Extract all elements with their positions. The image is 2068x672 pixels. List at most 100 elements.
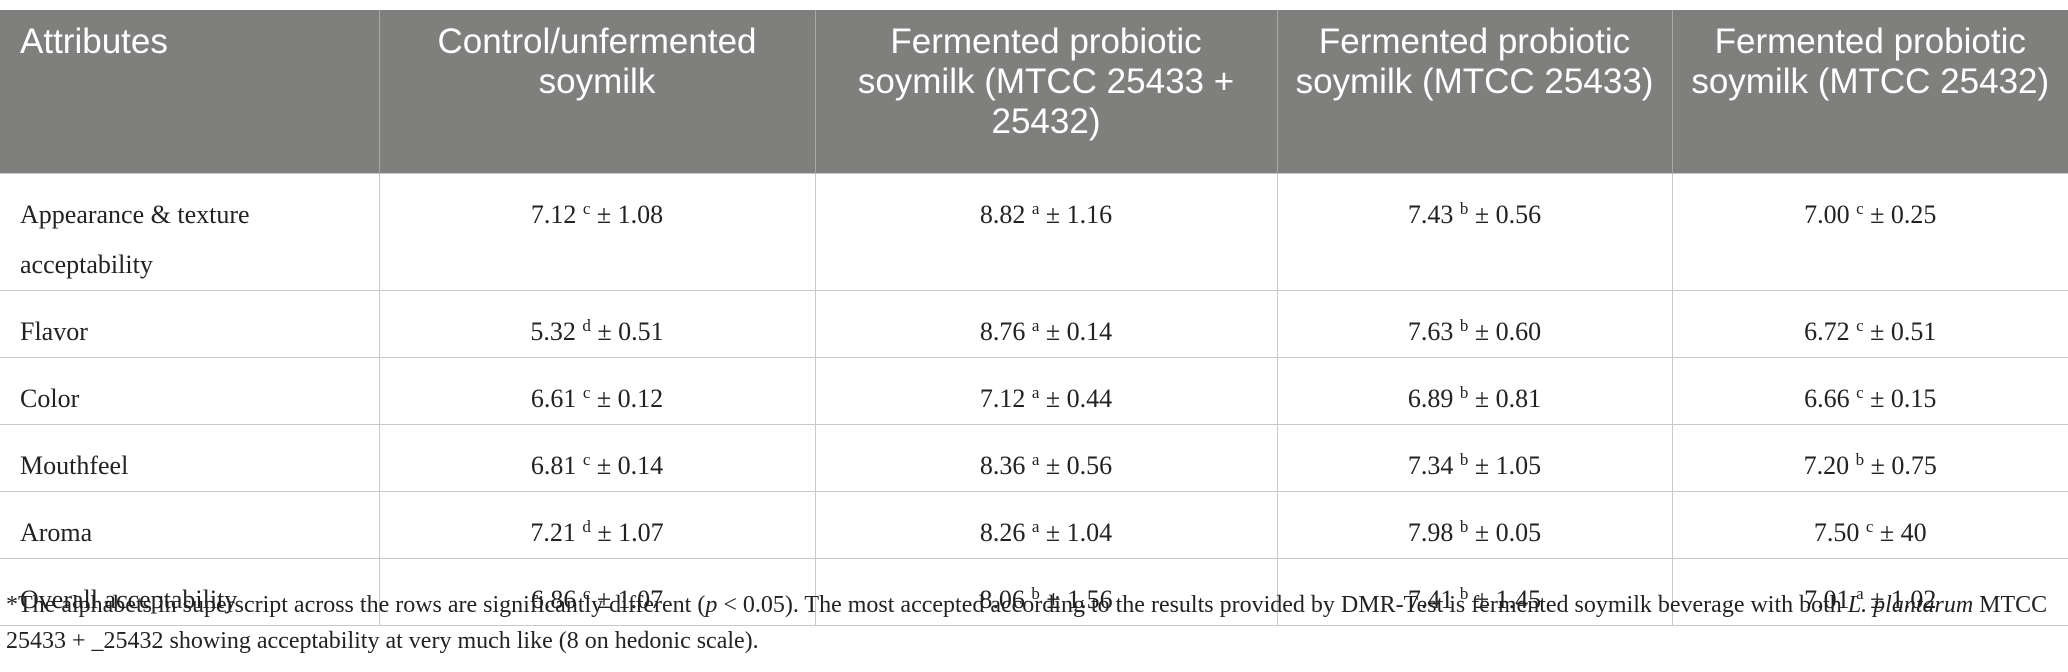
table-row: Appearance & texture acceptability 7.12 c… — [0, 173, 2068, 291]
significance-letter: a — [1031, 383, 1040, 402]
value-cell: 7.34 b ± 1.05 — [1276, 424, 1673, 492]
significance-letter: b — [1459, 316, 1469, 335]
std-dev: ± 1.45 — [1474, 585, 1542, 614]
mean: 6.89 — [1407, 384, 1454, 413]
std-dev: ± 0.12 — [596, 384, 664, 413]
footnote-text: MTCC 25433 + _25432 showing acceptabilit… — [6, 592, 2048, 654]
value-cell: 7.12 a ± 0.44 — [814, 357, 1278, 425]
std-dev: ± 0.60 — [1474, 317, 1542, 346]
value-cell: 6.81 c ± 0.14 — [378, 424, 816, 492]
mean: 8.76 — [979, 317, 1026, 346]
significance-letter: c — [1865, 517, 1874, 536]
value-cell: 6.61 c ± 0.12 — [378, 357, 816, 425]
mean: 7.98 — [1407, 518, 1454, 547]
std-dev: ± 1.56 — [1046, 585, 1113, 614]
value-cell: 5.32 d ± 0.51 — [378, 290, 816, 358]
table-row: Aroma 7.21 d ± 1.07 8.26 a ± 1.04 7.98 b ± … — [0, 491, 2068, 559]
significance-letter: a — [1856, 584, 1864, 603]
significance-letter: c — [582, 199, 591, 218]
footnote-italic: L. plantarum — [1847, 592, 1974, 618]
mean: 6.81 — [530, 451, 577, 480]
table: Attributes Control/unfermented soymilk Fer… — [0, 10, 2068, 626]
mean: 5.32 — [530, 317, 576, 346]
footnote-italic: p — [705, 592, 718, 618]
mean: 8.06 — [979, 585, 1025, 614]
significance-letter: c — [582, 450, 591, 469]
mean: 6.66 — [1804, 384, 1850, 413]
significance-letter: b — [1459, 383, 1469, 402]
table-row: Mouthfeel 6.81 c ± 0.14 8.36 a ± 0.56 7.34 … — [0, 424, 2068, 492]
mean: 7.50 — [1813, 518, 1860, 547]
attribute-cell: Mouthfeel — [0, 424, 380, 492]
std-dev: ± 0.25 — [1870, 200, 1937, 229]
std-dev: ± 40 — [1879, 518, 1927, 547]
table-row: Overall acceptability 6.86 c ± 1.07 8.06 b… — [0, 558, 2068, 626]
value-cell: 8.06 b ± 1.56 — [814, 558, 1278, 626]
mean: 6.72 — [1804, 317, 1850, 346]
mean: 8.26 — [979, 518, 1026, 547]
value-cell: 8.76 a ± 0.14 — [814, 290, 1278, 358]
mean: 7.41 — [1407, 585, 1454, 614]
std-dev: ± 1.07 — [596, 585, 664, 614]
std-dev: ± 0.44 — [1045, 384, 1113, 413]
attribute-cell: Aroma — [0, 491, 380, 559]
significance-letter: c — [582, 383, 591, 402]
value-cell: 7.12 c ± 1.08 — [378, 173, 816, 291]
value-cell: 8.36 a ± 0.56 — [814, 424, 1278, 492]
table-row: Flavor 5.32 d ± 0.51 8.76 a ± 0.14 7.63 b ±… — [0, 290, 2068, 358]
std-dev: ± 1.02 — [1870, 585, 1937, 614]
significance-letter: c — [1856, 199, 1864, 218]
attribute-cell: Color — [0, 357, 380, 425]
std-dev: ± 1.04 — [1045, 518, 1113, 547]
std-dev: ± 1.16 — [1045, 200, 1113, 229]
significance-letter: a — [1031, 316, 1040, 335]
value-cell: 6.66 c ± 0.15 — [1671, 357, 2068, 425]
significance-letter: c — [582, 584, 591, 603]
std-dev: ± 0.05 — [1474, 518, 1542, 547]
std-dev: ± 1.07 — [597, 518, 664, 547]
footnote-text: < 0.05). The most accepted according to … — [717, 592, 1848, 618]
mean: 7.20 — [1803, 451, 1850, 480]
attribute-cell: Overall acceptability — [0, 558, 380, 626]
std-dev: ± 0.14 — [1045, 317, 1113, 346]
value-cell: 7.21 d ± 1.07 — [378, 491, 816, 559]
std-dev: ± 0.56 — [1045, 451, 1113, 480]
header-cell: Fermented probiotic soymilk (MTCC 25433 … — [814, 10, 1277, 174]
value-cell: 7.20 b ± 0.75 — [1671, 424, 2068, 492]
mean: 7.34 — [1407, 451, 1454, 480]
mean: 8.36 — [979, 451, 1026, 480]
value-cell: 6.72 c ± 0.51 — [1671, 290, 2068, 358]
significance-letter: b — [1459, 450, 1469, 469]
std-dev: ± 0.75 — [1870, 451, 1937, 480]
significance-letter: a — [1031, 517, 1040, 536]
mean: 7.00 — [1804, 200, 1850, 229]
significance-letter: d — [582, 517, 591, 536]
table-body: Appearance & texture acceptability 7.12 c… — [0, 173, 2068, 626]
significance-letter: b — [1459, 517, 1469, 536]
mean: 8.82 — [979, 200, 1026, 229]
value-cell: 7.50 c ± 40 — [1671, 491, 2068, 559]
significance-letter: b — [1031, 584, 1040, 603]
value-cell: 6.89 b ± 0.81 — [1276, 357, 1673, 425]
mean: 6.86 — [530, 585, 577, 614]
significance-letter: c — [1856, 383, 1864, 402]
significance-letter: a — [1031, 450, 1040, 469]
significance-letter: d — [582, 316, 591, 335]
attribute-cell: Flavor — [0, 290, 380, 358]
mean: 7.63 — [1407, 317, 1454, 346]
value-cell: 7.01 a ± 1.02 — [1671, 558, 2068, 626]
value-cell: 6.86 c ± 1.07 — [378, 558, 816, 626]
value-cell: 7.00 c ± 0.25 — [1671, 173, 2068, 291]
value-cell: 8.82 a ± 1.16 — [814, 173, 1278, 291]
footnote-text: *The alphabets in superscript across the… — [6, 592, 706, 618]
table-row: Color 6.61 c ± 0.12 7.12 a ± 0.44 6.89 b ± … — [0, 357, 2068, 425]
std-dev: ± 0.81 — [1474, 384, 1542, 413]
mean: 7.12 — [530, 200, 577, 229]
significance-letter: c — [1856, 316, 1864, 335]
attribute-cell: Appearance & texture acceptability — [0, 173, 380, 291]
header-cell: Fermented probiotic soymilk (MTCC 25433) — [1276, 10, 1672, 174]
significance-letter: b — [1459, 199, 1469, 218]
header-cell: Attributes — [0, 10, 379, 174]
mean: 7.01 — [1804, 585, 1850, 614]
